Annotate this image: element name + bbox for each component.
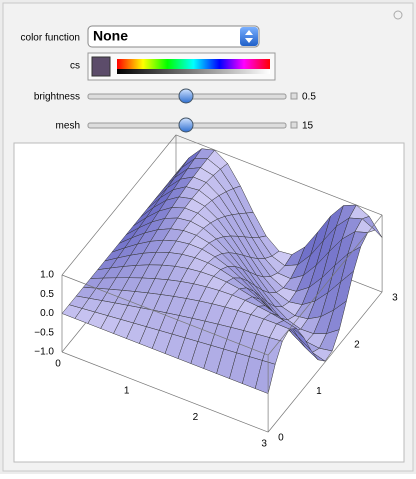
box-edge [61,351,269,433]
x-tick-label: 1 [124,385,130,396]
options-button[interactable] [393,10,403,20]
slider-thumb[interactable] [178,117,194,133]
slider-toggle[interactable] [290,92,298,100]
x-tick-label: 3 [261,439,267,450]
z-tick-label: 0.5 [40,289,54,300]
control-label: cs [70,61,80,72]
z-tick-label: 0.0 [40,308,54,319]
slider-thumb[interactable] [178,88,194,104]
surface-patch [254,360,276,394]
z-tick-label: 1.0 [40,270,54,281]
color-swatch[interactable] [91,56,111,77]
slider-value: 15 [302,121,314,132]
brightness-bar[interactable] [117,69,270,74]
box-edge [61,274,269,356]
y-tick-label: 0 [278,433,284,444]
arrow-icon [245,30,253,43]
dropdown-value: None [93,28,128,44]
box-edge [267,291,383,433]
y-tick-label: 1 [316,386,322,397]
box-edge [61,134,177,276]
box-edge [175,134,383,216]
x-tick-label: 2 [193,412,199,423]
x-tick-label: 0 [55,359,61,370]
box-edge [267,214,383,356]
y-tick-label: 2 [354,339,360,350]
control-label: color function [21,33,80,44]
control-label: brightness [34,92,80,103]
dropdown-arrows[interactable] [240,27,258,46]
hue-bar[interactable] [117,59,270,69]
z-tick-label: −0.5 [34,327,54,338]
slider-toggle[interactable] [290,121,298,129]
slider-value: 0.5 [302,92,316,103]
dropdown[interactable] [87,25,260,48]
control-label: mesh [56,121,80,132]
z-tick-label: −1.0 [34,347,54,358]
y-tick-label: 3 [392,293,398,304]
